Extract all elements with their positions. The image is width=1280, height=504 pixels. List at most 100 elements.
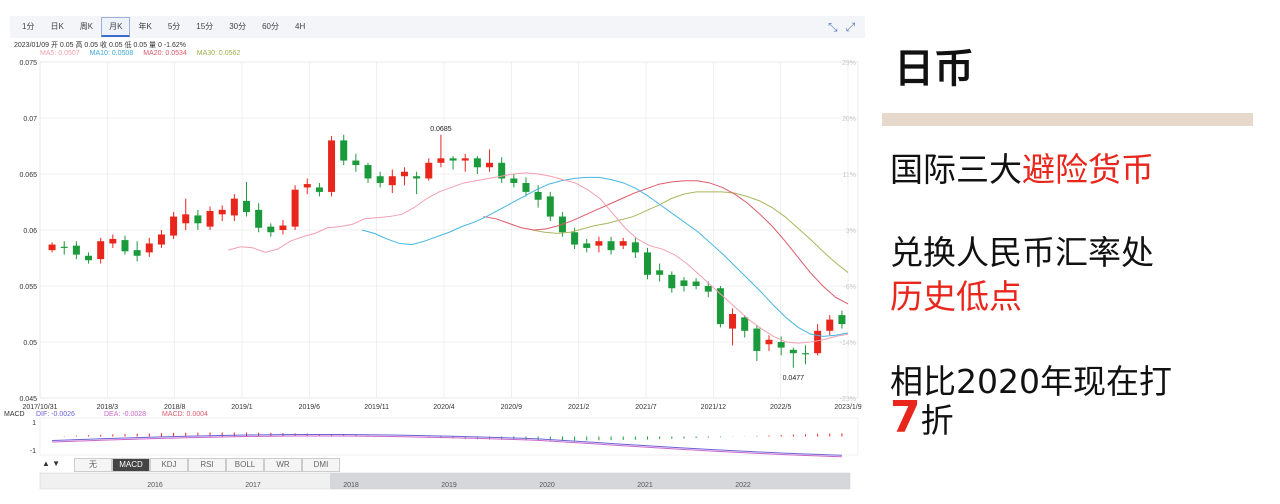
indicator-tab-3[interactable]: RSI [188, 458, 226, 472]
macd-tick-0: 1 [32, 420, 36, 427]
ma-legend: MA5: 0.0507 MA10: 0.0508 MA20: 0.0534 MA… [40, 50, 248, 57]
x-tick-9: 2021/7 [635, 404, 657, 411]
slide-line-2: 兑换人民币汇率处 [890, 233, 1154, 272]
dif-line [52, 433, 842, 456]
tab-9[interactable]: 4H [295, 22, 306, 31]
tab-8[interactable]: 60分 [262, 22, 279, 31]
candle-body-48 [631, 242, 639, 253]
timeline-label-3: 2019 [441, 482, 457, 489]
candle-body-0 [48, 244, 56, 251]
slide-panel [868, 0, 1280, 504]
tab-6[interactable]: 15分 [196, 22, 214, 31]
candle-body-25 [352, 160, 360, 166]
slide-title: 日币 [894, 46, 974, 92]
indicator-tab-6[interactable]: DMI [302, 458, 340, 472]
x-tick-8: 2021/2 [568, 404, 590, 411]
candle-body-14 [218, 209, 226, 215]
indicator-tab-4[interactable]: BOLL [226, 458, 264, 472]
timeline-label-1: 2017 [245, 482, 261, 489]
y-tick-3: 0.06 [23, 228, 37, 235]
candle-body-36 [486, 162, 494, 168]
y-right-tick-3: 3% [846, 228, 856, 235]
ma5-line [228, 172, 849, 344]
candle-body-7 [133, 250, 141, 256]
compress-icon[interactable]: ⤡ [828, 20, 838, 34]
candle-body-13 [206, 210, 214, 227]
tab-0[interactable]: 1分 [22, 22, 35, 31]
candle-body-50 [656, 270, 664, 275]
tab-3[interactable]: 月K [101, 17, 131, 37]
candle-body-33 [449, 158, 457, 161]
chart-panel: 1分 日K 周K 月K 年K 5分 15分 30分 60分 4H ⤡ ⤢ 2023/01/09 开 … [0, 0, 868, 504]
nav-arrows[interactable]: ▲ ▼ [42, 459, 61, 468]
x-tick-3: 2019/1 [231, 404, 253, 411]
candle-body-44 [583, 243, 591, 248]
ma20-line [483, 180, 849, 305]
timeline-window [330, 473, 850, 489]
candle-body-41 [546, 196, 554, 217]
candle-body-45 [595, 241, 603, 246]
line1-red: 避险货币 [1022, 150, 1154, 189]
divider-bar [882, 113, 1253, 126]
y-right-tick-2: 11% [843, 172, 857, 179]
macd-frame [39, 417, 859, 456]
macd-value: MACD: 0.0004 [162, 411, 208, 418]
y-tick-0: 0.075 [19, 60, 37, 67]
candle-body-19 [279, 225, 287, 230]
tab-7[interactable]: 30分 [229, 22, 247, 31]
tab-5[interactable]: 5分 [167, 22, 181, 31]
y-tick-2: 0.065 [19, 172, 37, 179]
y-tick-4: 0.055 [19, 284, 37, 291]
candle-body-22 [315, 187, 323, 192]
candle-body-31 [425, 162, 433, 179]
timeline-label-5: 2021 [637, 482, 653, 489]
candle-body-8 [145, 243, 153, 253]
candle-body-39 [522, 182, 530, 192]
indicator-tab-1[interactable]: MACD [112, 458, 150, 472]
candle-body-32 [437, 158, 445, 163]
line5-plain: 折 [920, 401, 954, 440]
x-tick-7: 2020/9 [501, 404, 523, 411]
x-tick-1: 2018/3 [97, 404, 119, 411]
candle-body-60 [777, 342, 785, 348]
tab-1[interactable]: 日K [50, 22, 64, 31]
candle-body-26 [364, 165, 372, 179]
x-tick-6: 2020/4 [433, 404, 455, 411]
candle-body-16 [243, 200, 250, 213]
candle-body-57 [741, 317, 749, 331]
slide-line-3: 历史低点 [890, 277, 1022, 316]
expand-icon[interactable]: ⤢ [845, 20, 856, 34]
candle-body-52 [680, 280, 688, 286]
x-tick-11: 2022/5 [770, 404, 792, 411]
candle-body-49 [644, 252, 651, 275]
indicator-tab-2[interactable]: KDJ [150, 458, 188, 472]
indicator-tabs: 无 MACD KDJ RSI BOLL WR DMI [74, 458, 340, 472]
candle-body-65 [838, 315, 846, 325]
candle-body-63 [814, 330, 822, 354]
candle-body-56 [729, 314, 737, 329]
toolbar-icons: ⤡ ⤢ [828, 20, 863, 35]
candle-body-40 [534, 191, 542, 200]
timeline-label-2: 2018 [343, 482, 359, 489]
candle-body-15 [230, 198, 238, 216]
y-tick-6: 0.045 [19, 396, 37, 403]
candle-body-59 [765, 339, 773, 345]
macd-tick-1: -1 [30, 448, 36, 455]
candle-body-38 [510, 178, 518, 183]
y-right-tick-1: 20% [842, 116, 856, 123]
chart-toolbar [10, 16, 865, 38]
candle-body-61 [789, 349, 797, 354]
indicator-tab-0[interactable]: 无 [74, 458, 112, 472]
candle-body-10 [170, 216, 178, 236]
candle-body-58 [753, 328, 761, 351]
indicator-tab-5[interactable]: WR [264, 458, 302, 472]
candle-body-2 [72, 245, 80, 255]
tab-2[interactable]: 周K [79, 22, 94, 31]
tab-4[interactable]: 年K [138, 22, 152, 31]
slide-line-5: 7折 [890, 392, 954, 443]
ma30-line [531, 191, 849, 273]
x-tick-12: 2023/1/9 [834, 404, 861, 411]
x-tick-4: 2019/6 [299, 404, 321, 411]
candlestick-chart[interactable]: 0.075 29% 0.07 20% 0.065 11% 0.06 3% 0.055 -6% 0.0… [0, 0, 868, 504]
high-annotation: 0.0685 [430, 126, 452, 133]
